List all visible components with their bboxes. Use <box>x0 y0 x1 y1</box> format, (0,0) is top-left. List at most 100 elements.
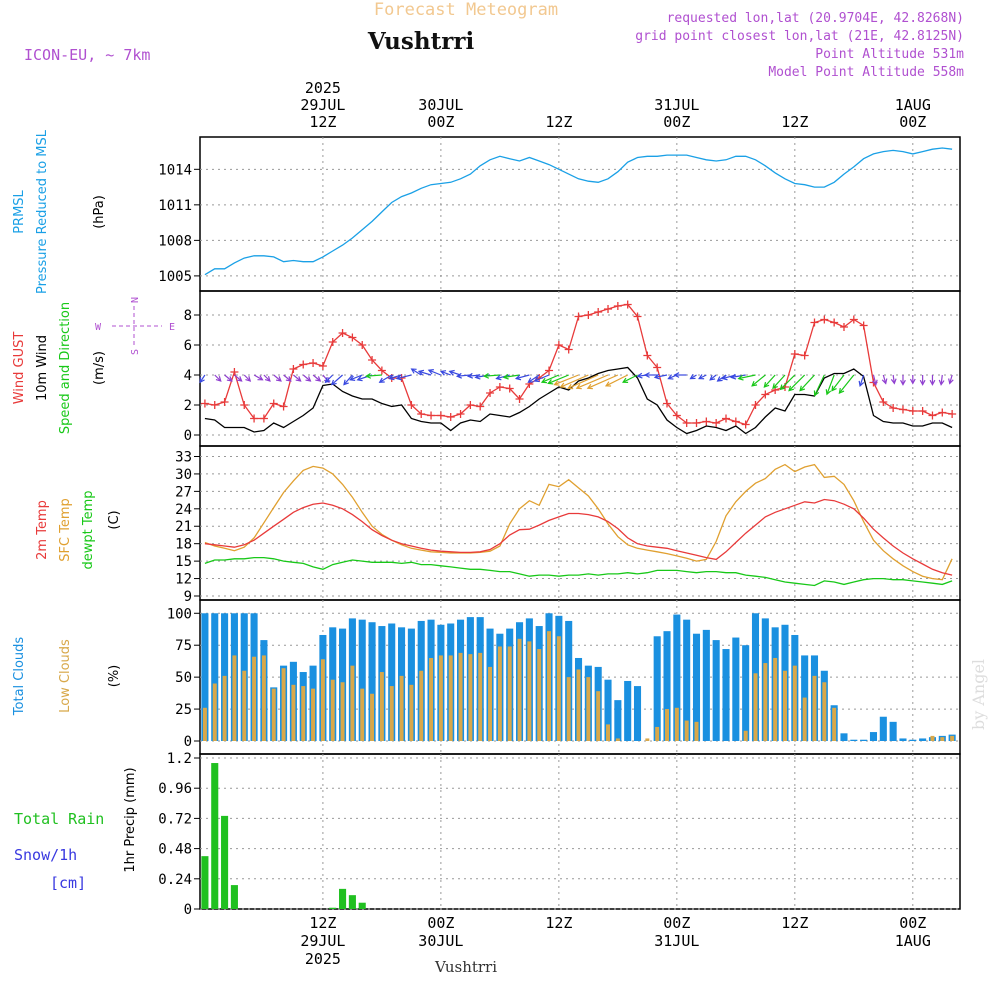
gust-marker <box>849 315 858 324</box>
wind-arrow <box>788 374 806 392</box>
gust-marker <box>918 407 927 415</box>
gust-marker <box>564 345 573 354</box>
wind-arrow-head <box>395 374 402 381</box>
total-cloud-bar <box>919 738 927 741</box>
bottom-axis-label: 12Z <box>545 914 572 932</box>
point-altitude: Point Altitude 531m <box>815 47 964 62</box>
gust-marker <box>928 411 937 420</box>
wind-arrow-head <box>245 376 252 382</box>
y-tick-label: 18 <box>175 537 192 553</box>
wind-arrow <box>780 374 796 390</box>
y-tick-label: 75 <box>175 638 192 654</box>
wind-arrow-head <box>586 383 593 390</box>
label-2m-temp: 2m Temp <box>35 500 50 560</box>
wind-arrow <box>283 374 292 382</box>
gust-marker <box>633 312 642 321</box>
y-tick-label: 33 <box>175 449 192 465</box>
wind-arrow-head <box>547 379 554 385</box>
y-tick-label: 21 <box>175 519 192 535</box>
wind-arrow-head <box>285 376 292 382</box>
y-tick-label: 25 <box>175 702 192 718</box>
wind-arrow <box>224 374 233 382</box>
gust-marker <box>574 312 583 321</box>
wind-arrow <box>199 374 206 383</box>
compass-w: W <box>95 322 102 333</box>
wind-arrow-head <box>533 376 540 383</box>
bottom-axis-label: 29JUL <box>300 932 345 950</box>
total-cloud-bar <box>702 629 710 741</box>
wind-arrow-head <box>559 382 566 389</box>
wind-arrow-head <box>315 376 322 382</box>
wind-arrow-head <box>330 379 337 386</box>
label-snow-1h: Snow/1h <box>14 846 77 864</box>
total-cloud-bar <box>388 623 396 741</box>
wind-arrow-head <box>763 381 770 388</box>
y-tick-label: 0 <box>184 428 192 444</box>
top-axis-label: 12Z <box>781 113 808 131</box>
wind-arrow-head <box>799 385 806 392</box>
wind-arrow <box>731 374 746 378</box>
top-axis-label: 1AUG <box>895 96 931 114</box>
wind-arrow <box>587 374 619 389</box>
wind-arrow-head <box>858 380 865 387</box>
total-cloud-bar <box>663 631 671 741</box>
wind-arrow-head <box>872 379 878 386</box>
wind-arrow <box>428 369 442 376</box>
gust-marker <box>594 308 603 316</box>
compass-rose: N S W E <box>95 297 175 355</box>
rain-bar <box>230 885 238 909</box>
y-tick-label: 1008 <box>158 233 192 249</box>
wind-arrow-head <box>621 377 629 383</box>
low-cloud-bar <box>409 684 414 741</box>
low-cloud-bar <box>301 686 306 741</box>
wind-arrow <box>541 374 560 383</box>
gust-marker <box>692 419 701 427</box>
panel-pressure: 1005 1008 1011 1014 <box>158 136 961 292</box>
y-tick-label: 0 <box>184 734 192 750</box>
wind-arrow <box>567 374 599 389</box>
wind-arrow-head <box>698 374 705 380</box>
gust-marker <box>476 402 485 411</box>
top-axis-label: 00Z <box>899 113 926 131</box>
wind-arrow <box>516 374 530 380</box>
gust-marker <box>702 417 711 426</box>
gust-marker <box>269 399 278 408</box>
wind-arrow <box>331 374 343 386</box>
wind-arrow-head <box>527 377 534 383</box>
gust-marker <box>948 410 957 418</box>
wind-arrow <box>548 374 569 384</box>
low-cloud-bar <box>792 665 797 741</box>
wind-arrow <box>859 374 865 386</box>
wind-arrow <box>772 374 786 389</box>
wind-arrow <box>343 374 353 385</box>
gust-marker <box>210 401 219 409</box>
wind-arrow <box>882 374 887 384</box>
wind-arrow-head <box>349 375 356 381</box>
wind-arrow-head <box>495 374 502 381</box>
label-dewpt-temp: dewpt Temp <box>81 490 96 569</box>
label-ms: (m/s) <box>92 351 107 385</box>
low-cloud-bar <box>674 707 679 741</box>
label-c: (C) <box>107 510 122 529</box>
low-cloud-bar <box>507 646 512 741</box>
low-cloud-bar <box>242 670 247 741</box>
compass-n: N <box>130 297 141 303</box>
footer-station: Vushtrri <box>434 958 497 976</box>
gust-marker <box>436 411 445 420</box>
wind-arrow-head <box>448 369 455 376</box>
pressure-line <box>204 147 953 276</box>
rain-bar <box>211 763 219 909</box>
top-axis-label: 12Z <box>309 113 336 131</box>
wind-arrow <box>449 370 461 376</box>
wind-arrow <box>234 374 242 382</box>
top-axis-label: 00Z <box>663 113 690 131</box>
gust-marker <box>800 351 809 360</box>
label-total-rain: Total Rain <box>14 810 104 828</box>
y-tick-label: 4 <box>184 368 192 384</box>
gust-marker <box>545 366 554 375</box>
y-tick-label: 6 <box>184 338 192 354</box>
wind-arrow <box>751 374 766 387</box>
wind-arrow <box>302 374 311 382</box>
y-tick-label: 50 <box>175 670 192 686</box>
